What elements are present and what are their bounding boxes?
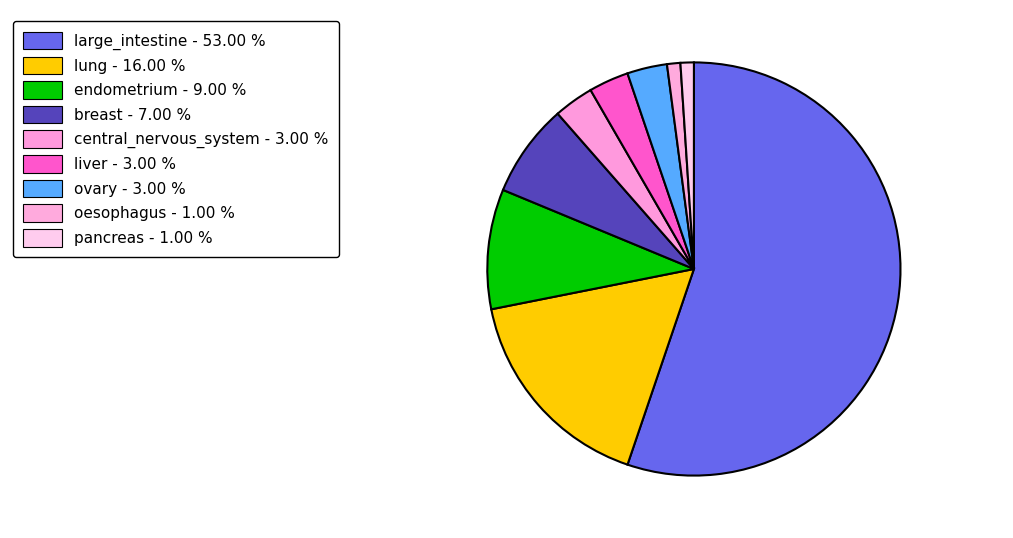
Wedge shape	[627, 62, 901, 476]
Wedge shape	[487, 190, 694, 309]
Wedge shape	[681, 62, 694, 269]
Wedge shape	[591, 73, 694, 269]
Wedge shape	[503, 114, 694, 269]
Wedge shape	[667, 63, 694, 269]
Wedge shape	[491, 269, 694, 465]
Legend: large_intestine - 53.00 %, lung - 16.00 %, endometrium - 9.00 %, breast - 7.00 %: large_intestine - 53.00 %, lung - 16.00 …	[13, 21, 339, 257]
Wedge shape	[627, 64, 694, 269]
Wedge shape	[558, 90, 694, 269]
